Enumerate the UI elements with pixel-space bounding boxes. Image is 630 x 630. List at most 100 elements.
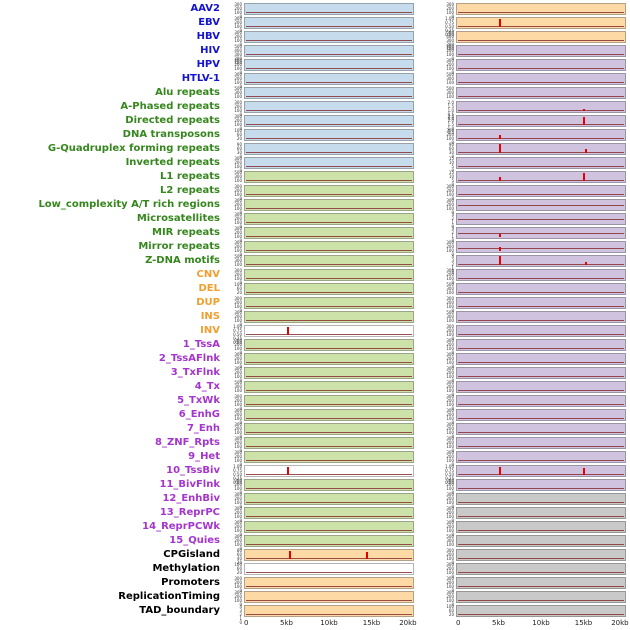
- y-axis-tick-label: 60: [236, 566, 242, 571]
- y-axis-tick-label: 200: [446, 62, 454, 67]
- x-axis-tick-label: 20kb: [611, 619, 629, 627]
- signal-spike: [584, 262, 587, 265]
- y-axis-tick-label: 0: [451, 434, 454, 439]
- y-axis-tick-label: 0: [451, 270, 454, 275]
- y-axis-ticks: 300 200 100 0: [224, 269, 244, 285]
- y-axis-tick-label: 0: [239, 364, 242, 369]
- signal-spike: [583, 173, 585, 181]
- y-axis-tick-label: 0: [451, 182, 454, 187]
- signal-spike: [584, 148, 587, 153]
- y-axis-ticks: 300 200 100 0: [224, 297, 244, 313]
- y-axis-tick-label: 200: [446, 384, 454, 389]
- column-gap: [414, 366, 436, 380]
- y-axis-ticks: 300 200 100 0: [436, 577, 456, 593]
- track-row: L2 repeats 300 200 100 0 300 200 100 0: [0, 184, 630, 201]
- y-axis-ticks: 300 200 100 0: [224, 311, 244, 327]
- y-axis-tick-label: 200: [234, 314, 242, 319]
- signal-baseline: [458, 333, 624, 335]
- track-panel-right: [456, 451, 626, 463]
- y-axis-tick-label: 100: [234, 598, 242, 603]
- signal-baseline: [246, 193, 412, 195]
- row-label: ReplicationTiming: [118, 591, 220, 602]
- track-panel-right: [456, 115, 626, 127]
- track-panel-left: [244, 479, 414, 491]
- track-panel-left: [244, 129, 414, 141]
- y-axis-tick-label: 200: [234, 34, 242, 39]
- y-axis-tick-label: 100: [446, 402, 454, 407]
- signal-baseline: [458, 529, 624, 531]
- y-axis-tick-label: 0: [239, 210, 242, 215]
- y-axis-tick-label: 0: [239, 532, 242, 537]
- y-axis-tick-label: 300: [234, 114, 242, 119]
- y-axis-tick-label: 5: [451, 178, 454, 183]
- track-panel-right: [456, 395, 626, 407]
- y-axis-ticks: 300 200 100 0: [224, 185, 244, 201]
- y-axis-tick-label: 300: [234, 52, 242, 57]
- signal-baseline: [246, 95, 412, 97]
- y-axis-tick-label: 0.00: [445, 480, 454, 485]
- y-axis-tick-label: 200: [446, 202, 454, 207]
- track-row: DUP 300 200 100 0 300 200 100 0: [0, 296, 630, 313]
- row-label: AAV2: [190, 3, 221, 14]
- y-axis-tick-label: 0: [451, 210, 454, 215]
- track-panel-left: [244, 199, 414, 211]
- track-panel-right: [456, 171, 626, 183]
- y-axis-ticks: 500 400 300 200 100: [224, 45, 244, 65]
- x-axis-tick-label: 10kb: [532, 619, 550, 627]
- signal-baseline: [246, 431, 412, 433]
- y-axis-tick-label: 100: [446, 192, 454, 197]
- column-gap: [414, 604, 436, 618]
- row-label: 10_TssBiv: [166, 465, 220, 476]
- y-axis-tick-label: 100: [446, 374, 454, 379]
- signal-baseline: [246, 445, 412, 447]
- y-axis-tick-label: 0: [239, 602, 242, 607]
- signal-baseline: [246, 277, 412, 279]
- y-axis-tick-label: 300: [446, 478, 454, 483]
- row-label: DNA transposons: [122, 129, 220, 140]
- y-axis-tick-label: 1.0: [447, 126, 454, 131]
- track-panel-left: [244, 353, 414, 365]
- row-label: 15_Quies: [169, 535, 220, 546]
- y-axis-tick-label: 0: [239, 518, 242, 523]
- y-axis-tick-label: 200: [446, 496, 454, 501]
- y-axis-tick-label: 100: [446, 486, 454, 491]
- y-axis-tick-label: 100: [446, 542, 454, 547]
- signal-spike: [499, 234, 501, 237]
- y-axis-tick-label: 200: [234, 76, 242, 81]
- row-label: L1 repeats: [160, 171, 220, 182]
- track-row: 11_BivFlnk 300 200 100 0 300 200 100 0: [0, 478, 630, 495]
- signal-spike: [499, 467, 501, 475]
- y-axis-tick-label: 100: [234, 304, 242, 309]
- y-axis-tick-label: 1: [451, 234, 454, 239]
- y-axis-tick-label: 500: [234, 380, 242, 385]
- y-axis-tick-label: 0: [239, 588, 242, 593]
- y-axis-tick-label: 100: [446, 584, 454, 589]
- y-axis-tick-label: 100: [234, 164, 242, 169]
- signal-spike: [365, 551, 368, 559]
- y-axis-tick-label: 200: [446, 580, 454, 585]
- y-axis-tick-label: 300: [234, 394, 242, 399]
- track-row: CNV 300 200 100 0 300 200 100 0: [0, 268, 630, 285]
- y-axis-ticks: 300 200 100 0: [224, 591, 244, 607]
- y-axis-tick-label: 200: [234, 202, 242, 207]
- track-row: 1_TssA 300 200 100 0 300 200 100 0: [0, 338, 630, 355]
- y-axis-tick-label: 0: [239, 620, 242, 625]
- track-panel-left: [244, 381, 414, 393]
- signal-spike: [499, 134, 501, 139]
- y-axis-tick-label: 0: [239, 280, 242, 285]
- column-gap: [414, 436, 436, 450]
- column-gap: [414, 212, 436, 226]
- y-axis-tick-label: 0.00: [445, 32, 454, 37]
- y-axis-tick-label: 200: [234, 20, 242, 25]
- y-axis-tick-label: 40: [236, 556, 242, 561]
- signal-baseline: [458, 137, 624, 139]
- y-axis-ticks: 300 200 100 0: [436, 353, 456, 369]
- y-axis-ticks: 1.00 0.75 0.50 0.25 0.00: [224, 325, 244, 345]
- y-axis-tick-label: 300: [446, 198, 454, 203]
- track-row: 3_TxFlnk 300 200 100 0 300 200 100 0: [0, 366, 630, 383]
- y-axis-tick-label: 1.00: [445, 16, 454, 21]
- y-axis-ticks: 300 200 100 0: [436, 521, 456, 537]
- y-axis-ticks: 300 200 100 0: [436, 437, 456, 453]
- y-axis-ticks: 500 300 100: [224, 255, 244, 267]
- y-axis-tick-label: 100: [446, 332, 454, 337]
